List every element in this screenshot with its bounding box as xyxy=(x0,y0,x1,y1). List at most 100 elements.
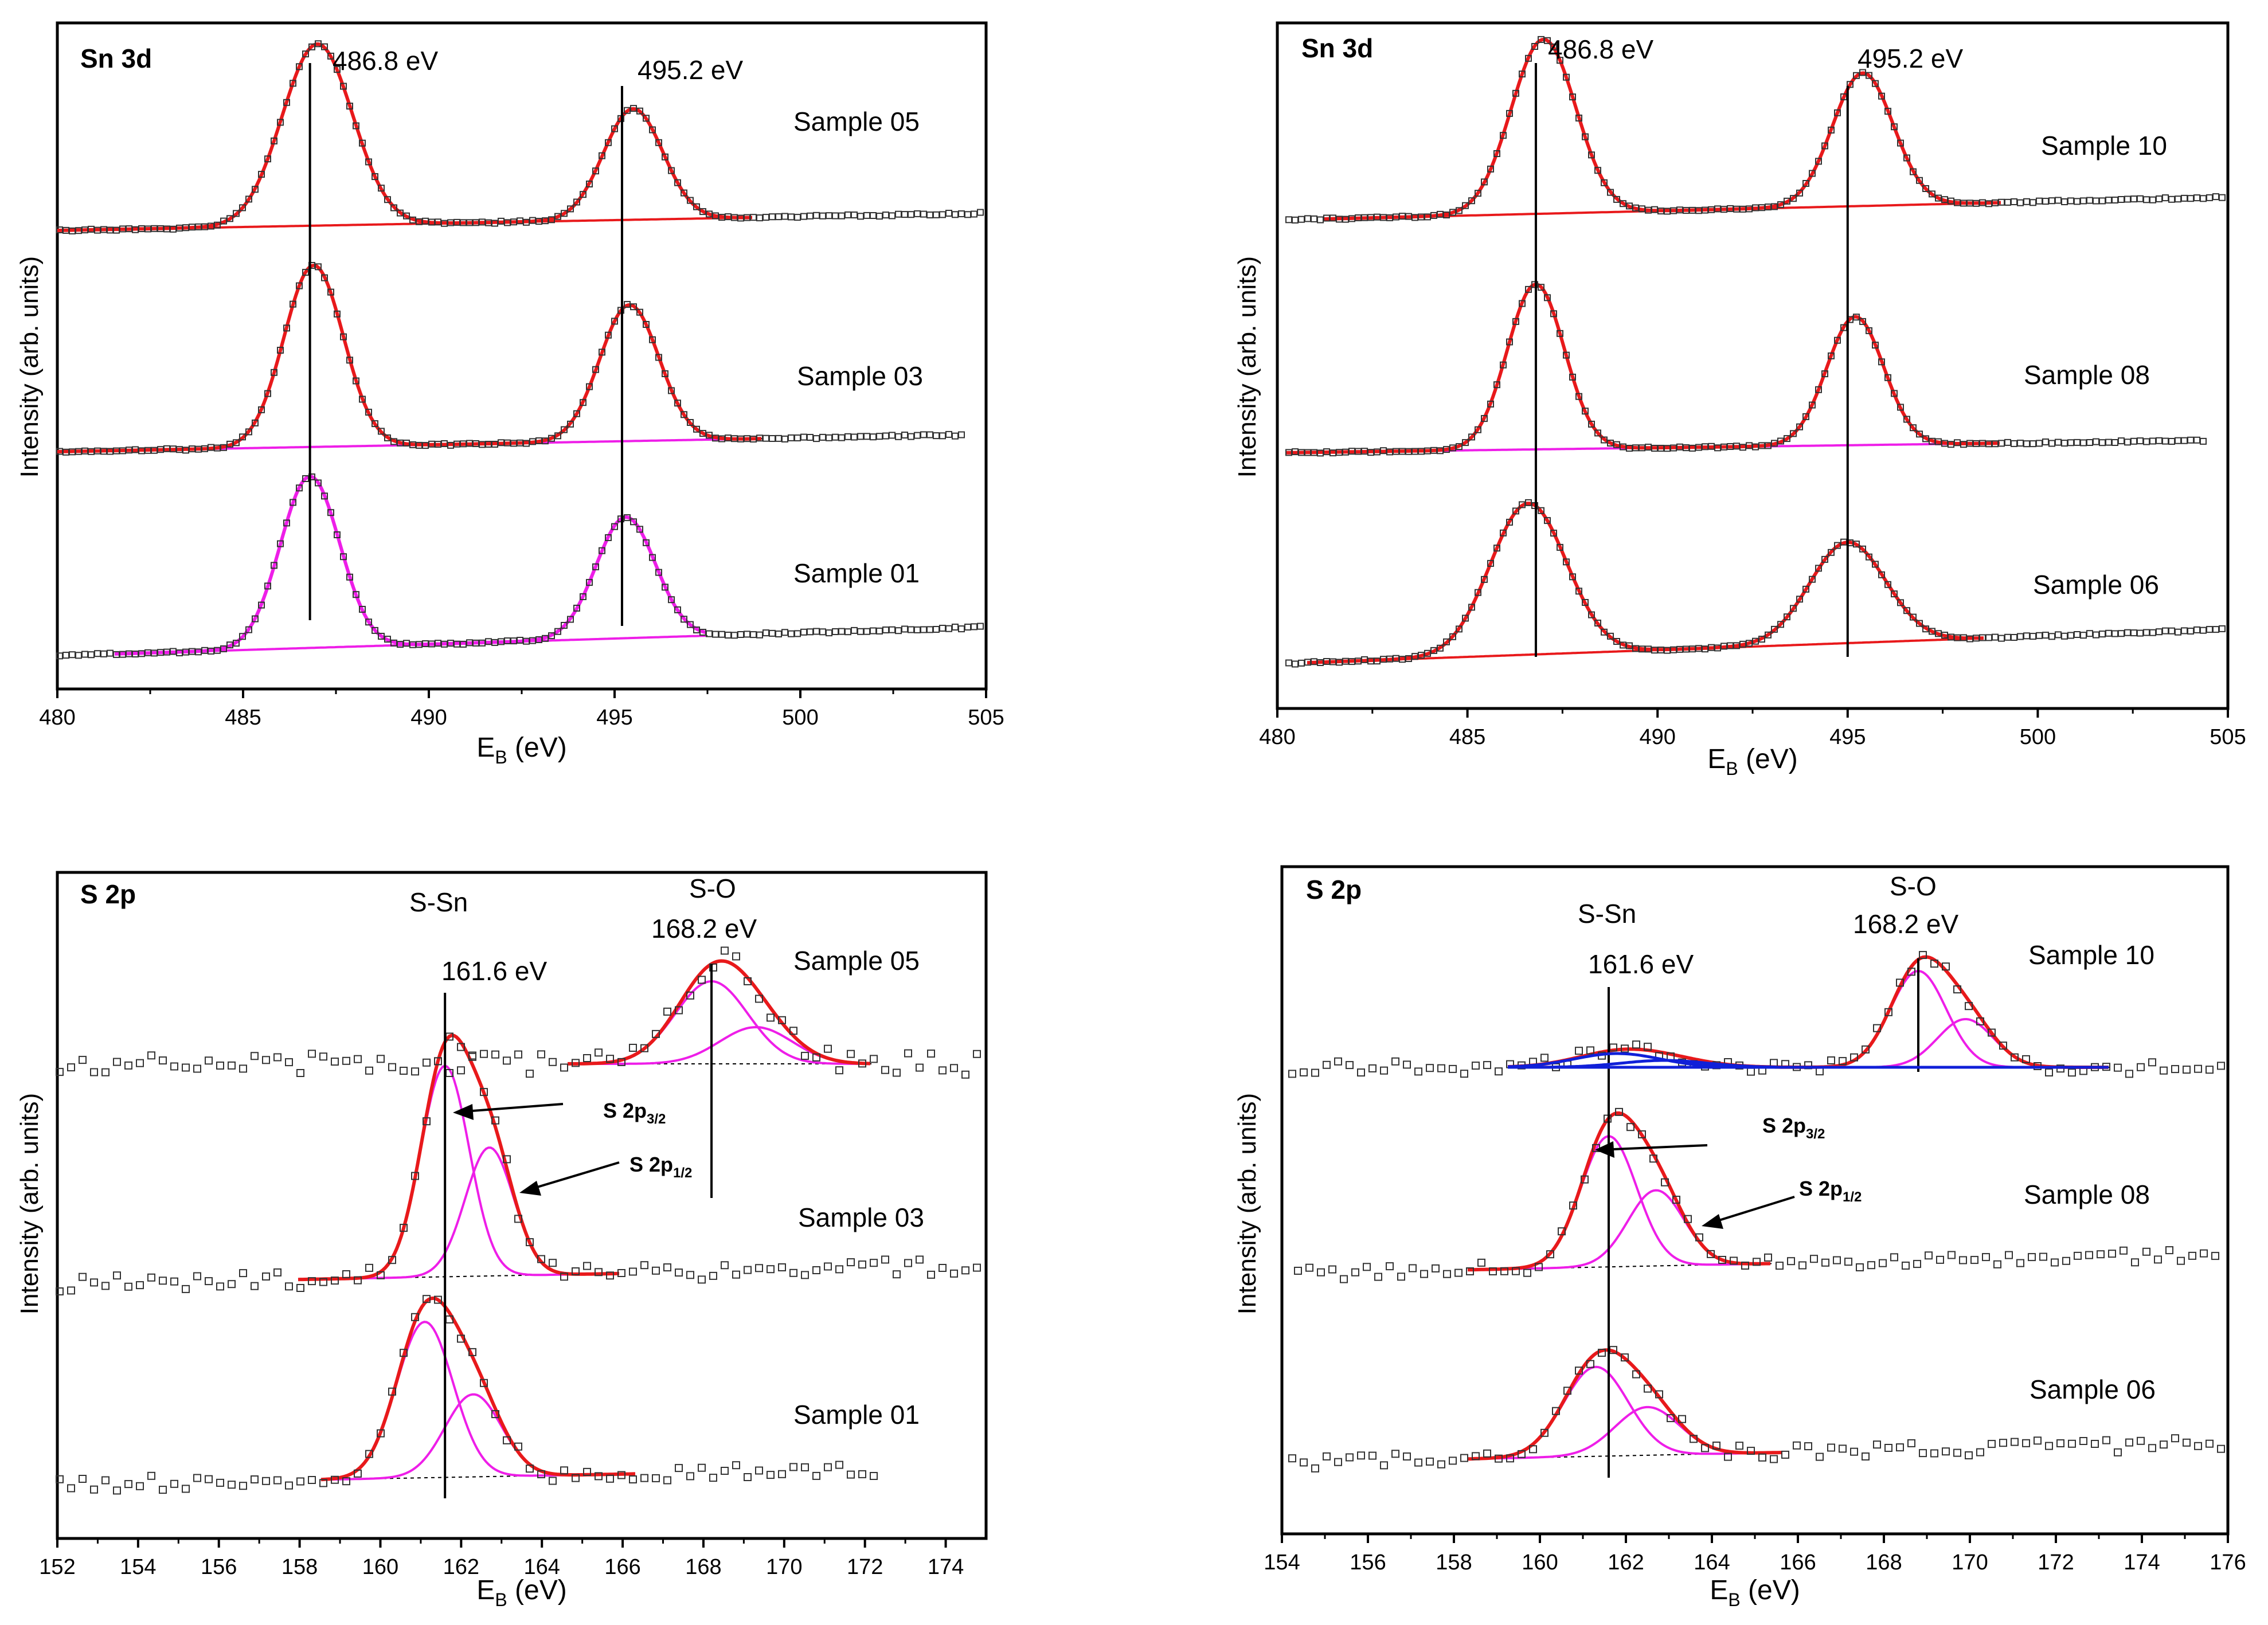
data-point xyxy=(718,631,725,638)
data-point xyxy=(1735,1442,1743,1450)
data-point xyxy=(1493,381,1500,389)
data-point xyxy=(851,433,858,441)
data-point xyxy=(193,1272,201,1281)
data-point xyxy=(2162,194,2169,202)
data-point xyxy=(1890,1253,1898,1262)
data-point xyxy=(1437,1064,1445,1072)
data-point xyxy=(2048,633,2055,640)
data-point xyxy=(277,347,284,354)
spectra-curves xyxy=(1286,37,2001,665)
data-point xyxy=(526,1465,534,1473)
data-point xyxy=(1575,588,1582,595)
data-point xyxy=(2023,632,2030,640)
data-point xyxy=(1897,599,1904,606)
data-point xyxy=(819,628,826,636)
data-point xyxy=(1334,1057,1342,1066)
data-point xyxy=(721,1261,729,1270)
data-point xyxy=(794,630,801,637)
data-point xyxy=(2175,437,2181,444)
data-point xyxy=(2143,629,2150,636)
data-point xyxy=(1878,571,1885,578)
data-point xyxy=(1563,73,1570,81)
data-point xyxy=(655,354,662,361)
data-point xyxy=(2011,1438,2019,1446)
data-point xyxy=(1910,424,1917,432)
data-point xyxy=(807,628,814,636)
data-point xyxy=(908,211,914,218)
data-point xyxy=(258,601,265,609)
data-point xyxy=(1538,284,1544,291)
data-point xyxy=(847,1470,855,1479)
data-point xyxy=(1965,1002,1973,1011)
data-point xyxy=(893,1068,901,1077)
data-point xyxy=(2004,198,2011,206)
data-point xyxy=(572,1059,580,1067)
data-point xyxy=(1340,1275,1348,1283)
data-point xyxy=(2017,199,2024,206)
data-point xyxy=(319,1479,327,1487)
data-point xyxy=(1294,1267,1302,1275)
data-point xyxy=(686,1472,694,1481)
data-point xyxy=(1311,1068,1319,1077)
data-point xyxy=(136,1281,144,1290)
data-point xyxy=(340,553,347,561)
data-point xyxy=(971,623,977,631)
data-point xyxy=(914,210,921,217)
data-point xyxy=(1919,1449,1927,1458)
data-point xyxy=(1821,370,1828,378)
data-point xyxy=(331,1058,339,1066)
legend-sample-05: Sample 05 xyxy=(793,107,920,136)
data-point xyxy=(2074,631,2081,638)
data-point xyxy=(2206,194,2213,201)
data-point xyxy=(2068,1439,2076,1448)
peak-label-2: 168.2 eV xyxy=(651,914,757,943)
data-point xyxy=(586,579,593,586)
data-point xyxy=(245,195,252,203)
s-sn-label: S-Sn xyxy=(1578,899,1636,929)
data-point xyxy=(1712,1442,1720,1450)
data-point xyxy=(973,1050,981,1058)
data-point xyxy=(1460,1454,1468,1462)
data-point xyxy=(1621,1044,1629,1053)
data-point xyxy=(1544,517,1551,524)
data-point xyxy=(958,210,965,217)
data-point xyxy=(1878,92,1885,100)
data-point xyxy=(778,1016,786,1024)
data-point xyxy=(1495,1067,1503,1076)
data-point xyxy=(709,1474,717,1482)
data-point xyxy=(340,333,347,340)
data-point xyxy=(1790,605,1797,612)
data-point xyxy=(586,181,593,187)
panel-title: S 2p xyxy=(80,879,136,909)
data-point xyxy=(124,1061,132,1070)
data-point xyxy=(1288,1070,1296,1078)
data-point xyxy=(264,155,271,163)
legend-sample-06: Sample 06 xyxy=(2030,1375,2156,1404)
data-point xyxy=(2022,1439,2030,1447)
data-point xyxy=(778,1263,786,1271)
data-point xyxy=(353,377,359,385)
data-point xyxy=(1351,1268,1359,1276)
data-point xyxy=(1500,361,1507,369)
data-point xyxy=(220,645,227,652)
data-point xyxy=(971,210,977,218)
data-point xyxy=(327,509,334,516)
data-point xyxy=(1397,1272,1405,1281)
data-point xyxy=(2091,1440,2099,1448)
data-point xyxy=(308,1476,316,1484)
data-point xyxy=(354,1469,362,1478)
data-point xyxy=(595,1472,603,1481)
data-point xyxy=(2061,632,2068,640)
data-point xyxy=(271,562,277,569)
data-point xyxy=(2143,196,2150,203)
data-point xyxy=(1334,1458,1342,1466)
data-point xyxy=(170,1062,178,1071)
data-point xyxy=(159,1486,167,1494)
data-point xyxy=(159,1276,167,1285)
data-point xyxy=(1468,433,1475,441)
data-point xyxy=(800,628,807,636)
data-point xyxy=(503,1056,511,1065)
data-point xyxy=(832,212,839,220)
data-point xyxy=(2085,1251,2093,1259)
data-point xyxy=(775,631,782,637)
